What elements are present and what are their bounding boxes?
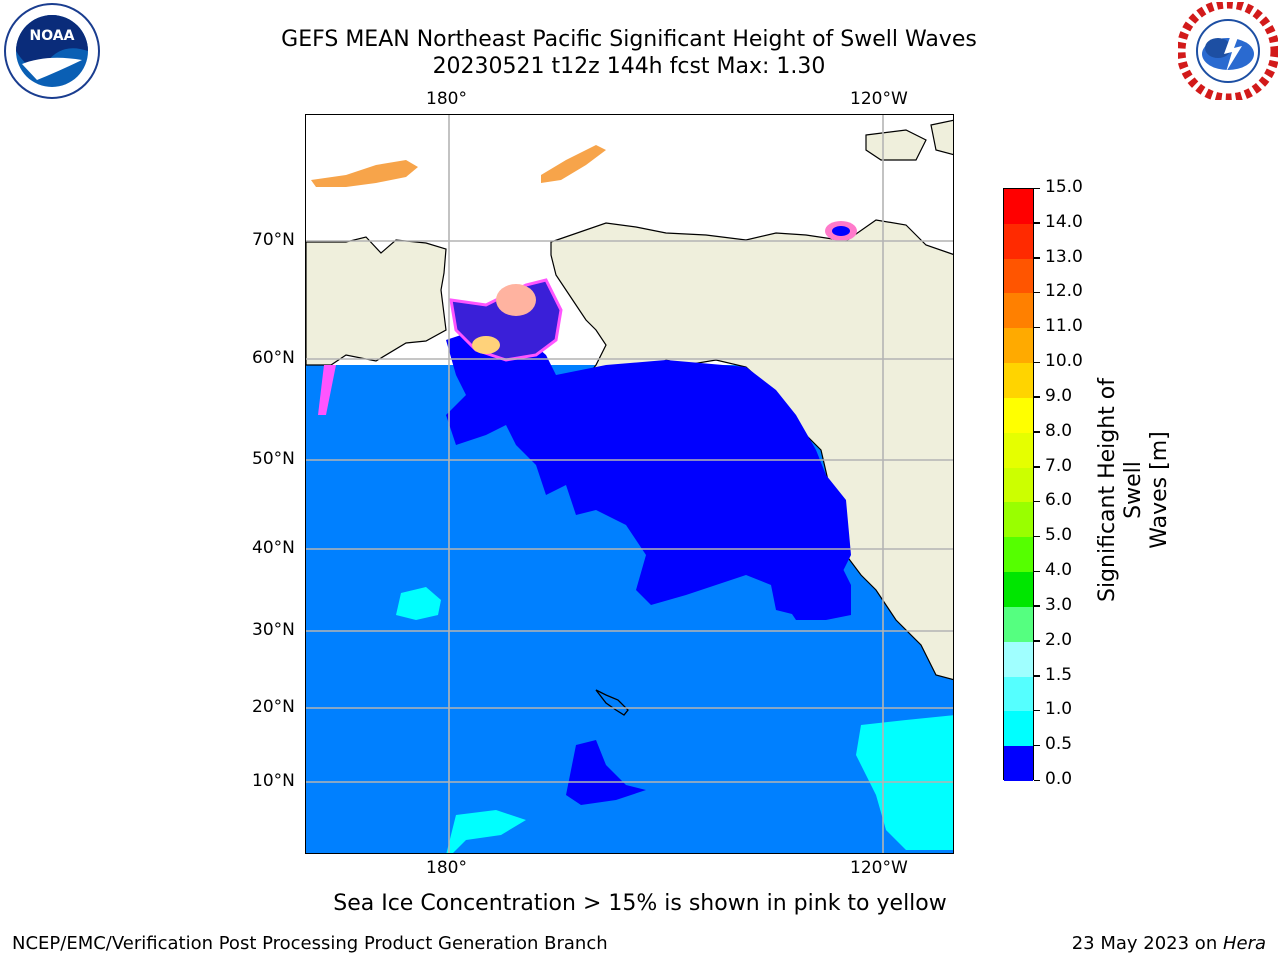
colorbar-tick-label: 3.0 [1045, 594, 1073, 615]
colorbar-swatch [1004, 467, 1033, 503]
footer-date-text: 23 May 2023 on [1071, 933, 1223, 954]
colorbar-tick-label: 12.0 [1045, 281, 1083, 302]
colorbar-tick-mark [1034, 396, 1040, 398]
nws-logo [1176, 0, 1280, 103]
colorbar-swatch [1004, 258, 1033, 294]
sea-ice-band [318, 365, 336, 415]
sea-ice-core [472, 336, 500, 354]
colorbar-tick-label: 1.5 [1045, 664, 1073, 685]
low-swell-region [446, 320, 851, 615]
colorbar-swatch [1004, 746, 1033, 782]
colorbar-swatch [1004, 397, 1033, 433]
swell-patch [446, 810, 526, 853]
footer-host: Hera [1222, 933, 1266, 954]
colorbar-swatch [1004, 711, 1033, 747]
colorbar-tick-label: 8.0 [1045, 420, 1073, 441]
map-title-line2: 20230521 t12z 144h fcst Max: 1.30 [432, 54, 826, 79]
low-swell-region [566, 740, 646, 805]
colorbar-tick-mark [1034, 675, 1040, 677]
lat-tick-10n: 10°N [252, 771, 295, 791]
colorbar-tick-mark [1034, 744, 1040, 747]
colorbar-tick-label: 5.0 [1045, 525, 1073, 546]
colorbar-swatch [1004, 328, 1033, 364]
lat-tick-50n: 50°N [252, 449, 295, 469]
colorbar-tick-mark [1034, 361, 1040, 364]
colorbar-tick-mark [1034, 326, 1040, 329]
lat-tick-70n: 70°N [252, 230, 295, 250]
colorbar-tick-label: 0.5 [1045, 734, 1073, 755]
swell-patch [396, 587, 441, 620]
colorbar-tick-mark [1034, 709, 1040, 712]
colorbar-swatch [1004, 293, 1033, 329]
colorbar-tick-label: 0.0 [1045, 769, 1073, 789]
arctic-island [930, 119, 953, 156]
colorbar-tick-mark [1034, 187, 1040, 189]
colorbar-tick-label: 11.0 [1045, 316, 1083, 337]
colorbar-label: Significant Height of Swell Waves [m] [1095, 360, 1173, 620]
colorbar-swatch [1004, 537, 1033, 573]
arctic-island [865, 129, 927, 161]
sea-ice-caption: Sea Ice Concentration > 15% is shown in … [333, 891, 947, 916]
sea-ice-core [496, 284, 536, 316]
colorbar-label-line1: Significant Height of Swell [1095, 377, 1146, 603]
colorbar-label-line2: Waves [m] [1147, 431, 1172, 549]
colorbar-tick-label: 7.0 [1045, 455, 1073, 476]
map-title-line1: GEFS MEAN Northeast Pacific Significant … [281, 27, 977, 52]
colorbar-swatch [1004, 572, 1033, 608]
colorbar-tick-mark [1034, 431, 1040, 433]
low-swell-region [786, 555, 851, 620]
colorbar-tick-mark [1034, 466, 1040, 468]
graticule [306, 115, 953, 853]
lon-tick-bottom-120w: 120°W [850, 858, 908, 878]
colorbar-swatch [1004, 223, 1033, 259]
colorbar-tick-mark [1034, 500, 1040, 503]
colorbar [1003, 188, 1034, 782]
colorbar-tick-label: 10.0 [1045, 351, 1083, 372]
colorbar-tick-label: 2.0 [1045, 629, 1073, 650]
colorbar-tick-label: 13.0 [1045, 246, 1083, 267]
colorbar-tick-mark [1034, 257, 1040, 259]
colorbar-swatch [1004, 606, 1033, 642]
colorbar-swatch [1004, 363, 1033, 399]
sea-ice-band [311, 160, 418, 187]
colorbar-tick-mark [1034, 535, 1040, 538]
footer-date: 23 May 2023 on Hera [1072, 933, 1266, 954]
lon-tick-top-120w: 120°W [850, 89, 908, 109]
colorbar-tick-label: 9.0 [1045, 385, 1073, 406]
lon-tick-top-180: 180° [426, 89, 467, 109]
colorbar-swatch [1004, 641, 1033, 677]
sea-ice-band [541, 145, 606, 183]
colorbar-tick-mark [1034, 605, 1040, 607]
colorbar-swatch [1004, 676, 1033, 712]
colorbar-tick-label: 4.0 [1045, 560, 1073, 581]
colorbar-tick-label: 15.0 [1045, 177, 1083, 197]
lat-tick-40n: 40°N [252, 538, 295, 558]
svg-text:NOAA: NOAA [30, 28, 75, 44]
lat-tick-60n: 60°N [252, 348, 295, 368]
map-canvas [306, 115, 953, 853]
colorbar-tick-label: 6.0 [1045, 490, 1073, 511]
colorbar-tick-label: 14.0 [1045, 211, 1083, 232]
swell-height-map [305, 114, 954, 854]
sea-ice-core [832, 226, 850, 236]
colorbar-swatch [1004, 502, 1033, 538]
colorbar-tick-mark [1034, 222, 1040, 224]
lon-tick-bottom-180: 180° [426, 858, 467, 878]
colorbar-swatch [1004, 432, 1033, 468]
lat-tick-20n: 20°N [252, 697, 295, 717]
footer-branch: NCEP/EMC/Verification Post Processing Pr… [12, 933, 608, 954]
colorbar-tick-label: 1.0 [1045, 699, 1073, 720]
noaa-logo: NOAA [2, 2, 102, 100]
colorbar-swatch [1004, 189, 1033, 224]
lat-tick-30n: 30°N [252, 620, 295, 640]
colorbar-tick-mark [1034, 779, 1040, 781]
colorbar-tick-mark [1034, 291, 1040, 294]
hawaii-islands [595, 689, 629, 716]
colorbar-tick-mark [1034, 640, 1040, 642]
colorbar-tick-mark [1034, 570, 1040, 573]
